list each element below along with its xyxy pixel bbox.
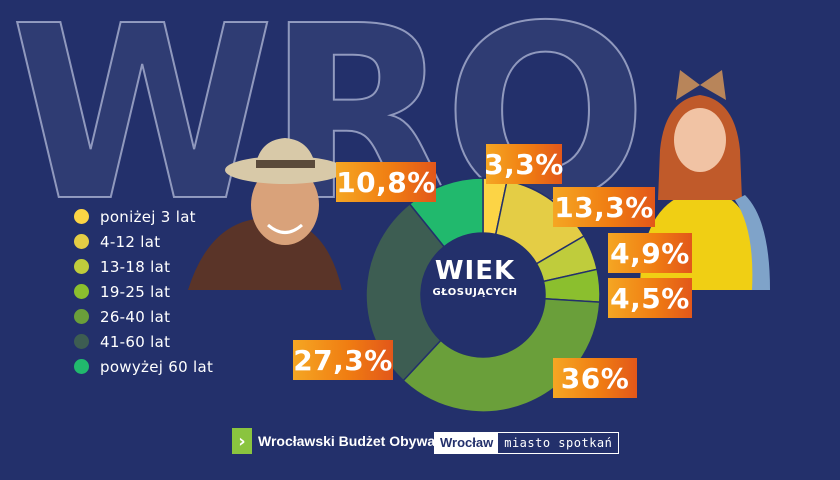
donut-center-title: WIEK GŁOSUJĄCYCH xyxy=(420,256,530,300)
wroclaw-logo: Wrocław miasto spotkań xyxy=(434,432,620,454)
center-title-main: WIEK xyxy=(434,256,516,286)
legend-swatch xyxy=(74,234,89,249)
wroclaw-word: Wrocław xyxy=(435,433,499,453)
legend-item: poniżej 3 lat xyxy=(74,204,213,229)
legend-label: powyżej 60 lat xyxy=(100,357,214,376)
legend-label: 26-40 lat xyxy=(100,307,171,326)
wbo-logo-text: Wrocławski Budżet Obywatelski xyxy=(258,433,471,449)
legend-swatch xyxy=(74,259,89,274)
legend-item: 26-40 lat xyxy=(74,304,213,329)
data-label-4-12: 13,3% xyxy=(553,187,655,227)
legend-swatch xyxy=(74,309,89,324)
elderly-man-photo xyxy=(188,138,345,290)
wroclaw-tagline: miasto spotkań xyxy=(504,436,613,450)
data-label-41-60: 27,3% xyxy=(293,340,393,380)
chevron-right-icon: › xyxy=(232,428,252,454)
data-label-26-40: 36% xyxy=(553,358,637,398)
wbo-logo-group: › Wrocławski Budżet Obywatelski xyxy=(232,428,471,454)
legend: poniżej 3 lat 4-12 lat 13-18 lat 19-25 l… xyxy=(74,204,213,379)
legend-label: 4-12 lat xyxy=(100,232,161,251)
legend-item: powyżej 60 lat xyxy=(74,354,213,379)
legend-label: 13-18 lat xyxy=(100,257,171,276)
center-title-sub: GŁOSUJĄCYCH xyxy=(432,287,518,298)
legend-swatch xyxy=(74,284,89,299)
legend-item: 13-18 lat xyxy=(74,254,213,279)
legend-item: 4-12 lat xyxy=(74,229,213,254)
donut-hole xyxy=(421,233,545,357)
legend-item: 19-25 lat xyxy=(74,279,213,304)
legend-swatch xyxy=(74,209,89,224)
legend-swatch xyxy=(74,359,89,374)
legend-label: poniżej 3 lat xyxy=(100,207,196,226)
legend-item: 41-60 lat xyxy=(74,329,213,354)
legend-swatch xyxy=(74,334,89,349)
data-label-13-18: 4,9% xyxy=(608,233,692,273)
data-label-under-3: 3,3% xyxy=(484,144,563,184)
data-label-over-60: 10,8% xyxy=(336,162,436,202)
data-label-19-25: 4,5% xyxy=(608,278,692,318)
legend-label: 41-60 lat xyxy=(100,332,171,351)
legend-label: 19-25 lat xyxy=(100,282,171,301)
